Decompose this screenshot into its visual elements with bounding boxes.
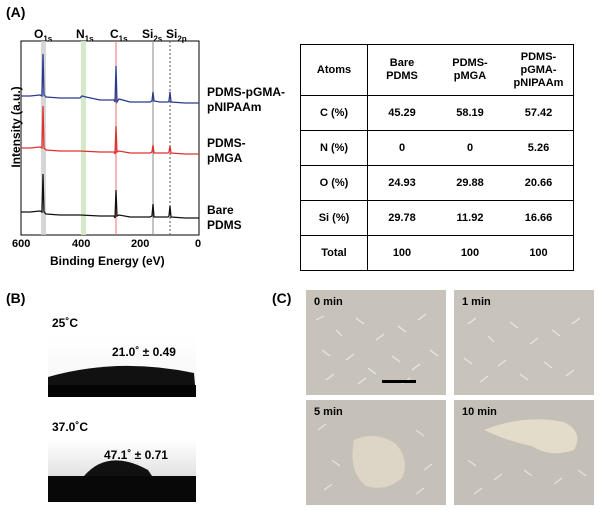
cell-label-1min: 1 min: [462, 296, 491, 308]
x-tick-0: 0: [195, 238, 202, 250]
cell-label-0min: 0 min: [314, 296, 343, 308]
plot-frame: [20, 40, 200, 236]
top-contact-angle: 21.0˚ ± 0.49: [112, 345, 176, 359]
label-pdms-pmga: PDMS-pMGA: [207, 136, 246, 165]
header-pdms-pmga: PDMS-pMGA: [436, 45, 504, 96]
spectrum-pdms-pmga: [21, 105, 199, 155]
droplet-image-25c: [48, 335, 196, 397]
cell-label-10min: 10 min: [462, 406, 497, 418]
scale-bar: [382, 380, 416, 383]
table-row: Si (%) 29.78 11.92 16.66: [301, 200, 573, 236]
cell-image-0min: 0 min: [306, 290, 446, 395]
cell-image-1min: 1 min: [454, 290, 594, 395]
top-temperature: 25˚C: [52, 316, 79, 330]
table-row: O (%) 24.93 29.88 20.66: [301, 165, 573, 201]
peak-label-si2p: Si2p: [166, 27, 187, 44]
panel-c-label: (C): [272, 290, 292, 306]
table-row: C (%) 45.29 58.19 57.42: [301, 95, 573, 131]
spectrum-bare-pdms: [21, 173, 199, 219]
table-row: N (%) 0 0 5.26: [301, 130, 573, 166]
cell-image-5min: 5 min: [306, 400, 446, 505]
x-tick-400: 400: [72, 238, 91, 250]
panel-b-label: (B): [6, 290, 26, 306]
peak-label-si2s: Si2s: [142, 27, 163, 44]
header-bare-pdms: Bare PDMS: [367, 45, 436, 96]
xps-spectrum-plot: [20, 40, 200, 236]
cell-label-5min: 5 min: [314, 406, 343, 418]
bottom-temperature: 37.0˚C: [52, 420, 89, 434]
composition-table: Atoms Bare PDMS PDMS-pMGA PDMS-pGMA-pNIPA…: [300, 44, 574, 271]
peak-label-n1s: N1s: [76, 27, 94, 44]
label-bare-pdms: Bare PDMS: [207, 203, 242, 232]
header-atoms: Atoms: [301, 45, 368, 96]
x-tick-600: 600: [12, 238, 31, 250]
peak-label-o1s: O1s: [34, 27, 53, 44]
label-pdms-pgma-pnipaam: PDMS-pGMA-pNIPAAm: [207, 85, 285, 114]
cell-image-10min: 10 min: [454, 400, 594, 505]
bottom-contact-angle: 47.1˚ ± 0.71: [104, 448, 168, 462]
x-axis-label: Binding Energy (eV): [50, 254, 165, 268]
n1s-band: [81, 41, 86, 235]
header-pdms-pgma-pnipaam: PDMS-pGMA-pNIPAAm: [504, 45, 573, 96]
panel-a-label: (A): [6, 4, 26, 20]
table-row: Total 100 100 100: [301, 235, 573, 270]
droplet-image-37c: [48, 440, 196, 502]
peak-label-c1s: C1s: [110, 27, 128, 44]
spectrum-pdms-pgma-pnipaam: [21, 53, 199, 105]
x-tick-200: 200: [131, 238, 150, 250]
